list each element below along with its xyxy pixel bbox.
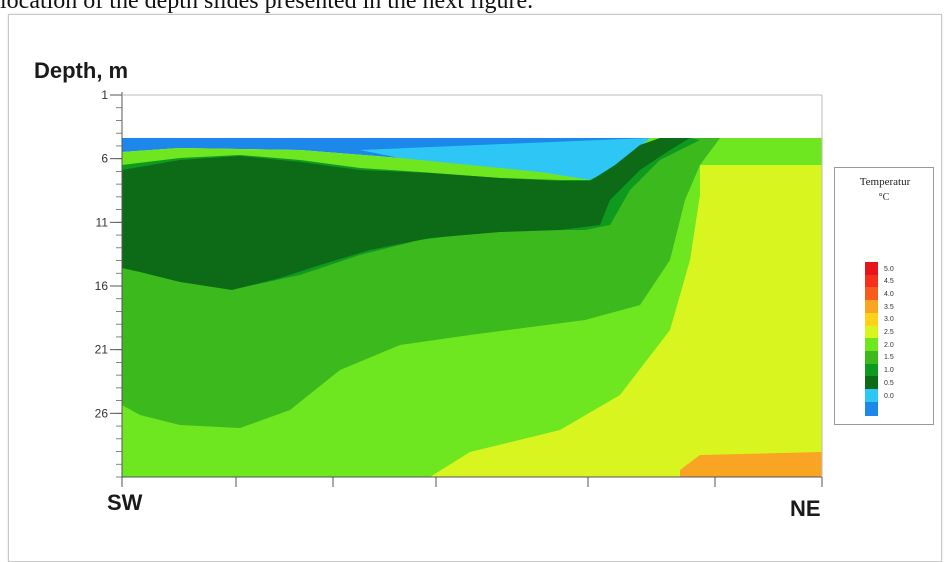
legend-value: 0.5 (884, 379, 894, 387)
legend: Temperatur °C 5.0 4.5 4.0 3.5 3.0 2.5 2.0 1.5 1.… (834, 167, 934, 425)
legend-item: 0.5 (865, 376, 894, 391)
region-0-5 (122, 138, 690, 290)
region-3-5 (680, 452, 822, 477)
legend-item: 0.0 (865, 389, 894, 403)
legend-value: 0.0 (884, 392, 894, 400)
legend-swatch (865, 312, 878, 327)
legend-item: 2.5 (865, 325, 894, 340)
legend-value: 5.0 (884, 265, 894, 273)
legend-swatch (865, 363, 878, 378)
y-tick-label: 11 (96, 215, 109, 229)
region-0-0-light (360, 138, 650, 180)
legend-swatch (865, 376, 878, 391)
region-2-5 (430, 165, 822, 477)
legend-swatch (865, 338, 878, 353)
legend-swatch (865, 389, 878, 403)
legend-value: 2.0 (884, 341, 894, 349)
legend-unit: °C (878, 192, 890, 203)
y-axis-title: Depth, m (34, 58, 129, 83)
legend-item: 4.0 (865, 287, 894, 302)
legend-item: 1.0 (865, 363, 894, 378)
legend-item: 2.0 (865, 338, 894, 353)
legend-value: 1.0 (884, 367, 894, 375)
x-label-ne: NE (790, 496, 821, 521)
legend-swatch (865, 287, 878, 302)
legend-swatch (865, 262, 878, 276)
legend-swatch (865, 350, 878, 365)
legend-item: 1.5 (865, 350, 894, 365)
legend-value: 4.5 (884, 278, 894, 286)
legend-swatch (865, 401, 878, 416)
legend-swatch (865, 300, 878, 315)
legend-value: 4.0 (884, 290, 894, 298)
legend-value: 3.0 (884, 316, 894, 324)
region-1-5 (122, 138, 720, 428)
legend-title: Temperatur (859, 176, 911, 188)
legend-value: 1.5 (884, 354, 894, 362)
legend-swatch (865, 325, 878, 340)
x-label-sw: SW (107, 490, 143, 515)
legend-item: 3.5 (865, 300, 894, 315)
caption-text: location of the depth slides presented i… (0, 0, 534, 14)
legend-value: 2.5 (884, 329, 894, 336)
y-tick-label: 21 (95, 343, 109, 357)
legend-item (865, 401, 884, 416)
legend-item: 4.5 (865, 274, 894, 289)
legend-item: 5.0 (865, 262, 894, 276)
y-tick-label: 6 (101, 152, 108, 166)
legend-item: 3.0 (865, 312, 894, 327)
legend-swatch (865, 274, 878, 289)
legend-value: 3.5 (884, 303, 894, 311)
x-tick-group (121, 477, 823, 487)
y-tick-label: 1 (101, 88, 108, 102)
y-tick-label: 26 (95, 406, 109, 420)
y-tick-label: 16 (95, 279, 109, 293)
